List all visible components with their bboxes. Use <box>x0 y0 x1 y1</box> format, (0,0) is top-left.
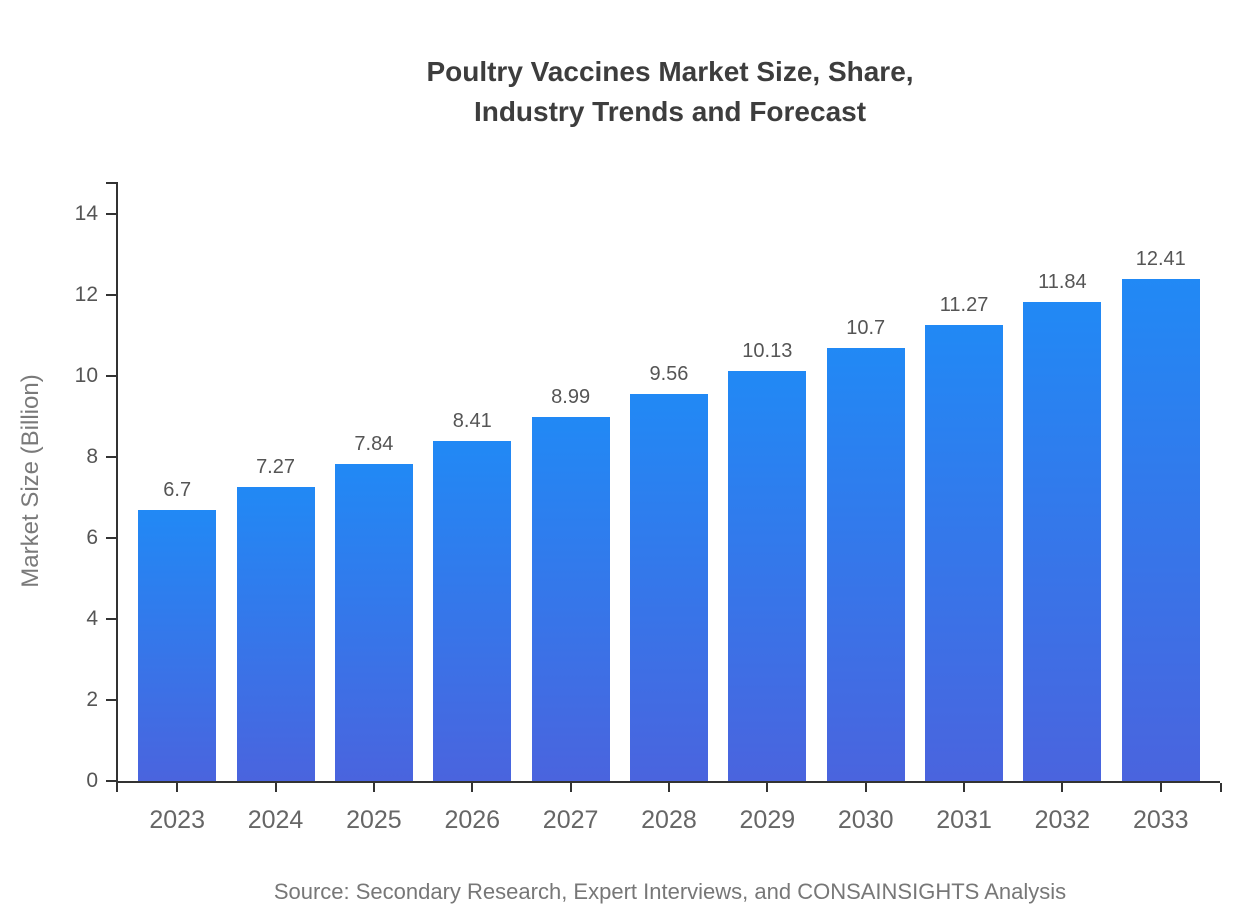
bar-slot: 8.99 2027 <box>521 182 619 834</box>
chart-title: Poultry Vaccines Market Size, Share, Ind… <box>80 52 1260 132</box>
y-tick-mark <box>106 213 116 215</box>
y-tick: 14 <box>75 202 116 226</box>
x-axis-category-label: 2031 <box>936 806 992 834</box>
source-text: Source: Secondary Research, Expert Inter… <box>273 879 1067 904</box>
x-tick-mark <box>274 783 277 792</box>
y-tick-mark <box>106 699 116 701</box>
y-axis-title: Market Size (Billion) <box>17 374 44 588</box>
y-tick: 8 <box>86 445 116 469</box>
bar-slot: 7.84 2025 <box>325 182 423 834</box>
x-axis-category-label: 2025 <box>346 806 402 834</box>
y-tick-label: 10 <box>74 364 98 387</box>
x-tick-mark <box>864 783 867 792</box>
y-tick-label: 8 <box>86 445 98 468</box>
bar <box>1121 279 1200 781</box>
bar-slot: 12.41 2033 <box>1112 182 1210 834</box>
x-axis-category-label: 2028 <box>641 806 697 834</box>
y-tick-mark <box>106 618 116 620</box>
chart-title-line2: Industry Trends and Forecast <box>473 96 867 127</box>
y-tick-mark <box>106 294 116 296</box>
bar-value-label: 12.41 <box>1135 248 1186 270</box>
y-tick-label: 0 <box>86 769 98 792</box>
bar <box>629 394 708 781</box>
bar-slot: 7.27 2024 <box>226 182 324 834</box>
x-tick-mark <box>1159 783 1162 792</box>
x-tick-mark <box>766 783 769 792</box>
x-tick-mark <box>471 783 474 792</box>
bar-value-label: 9.56 <box>649 363 689 385</box>
bar-slot: 9.56 2028 <box>620 182 718 834</box>
y-tick-mark <box>106 456 116 458</box>
y-tick: 4 <box>86 607 116 631</box>
y-tick-mark <box>106 375 116 377</box>
plot-area: 0 2 4 6 8 10 12 14 6.7 2023 7.27 2024 7.84 2025 8.41 2… <box>75 182 1222 834</box>
bar <box>334 464 413 781</box>
bar-value-label: 7.84 <box>354 433 394 455</box>
bar-slot: 10.7 2030 <box>817 182 915 834</box>
x-tick-mark <box>963 783 966 792</box>
x-axis-category-label: 2026 <box>444 806 501 834</box>
bar <box>1023 302 1102 781</box>
y-tick-mark <box>106 780 116 782</box>
bar <box>531 417 610 781</box>
x-tick-mark <box>1061 783 1064 792</box>
x-axis-category-label: 2033 <box>1132 806 1189 834</box>
y-tick-label: 14 <box>74 202 98 225</box>
bars-row: 6.7 2023 7.27 2024 7.84 2025 8.41 2026 8.99 2027 9… <box>118 182 1220 834</box>
bar <box>826 348 905 781</box>
chart-title-line1: Poultry Vaccines Market Size, Share, <box>426 56 914 87</box>
bar-value-label: 10.13 <box>742 340 793 362</box>
x-axis-end-tick <box>1220 783 1222 792</box>
bar-value-label: 11.84 <box>1038 271 1087 293</box>
bar-value-label: 7.27 <box>256 456 295 478</box>
bar-value-label: 10.7 <box>846 317 886 339</box>
y-tick: 12 <box>75 283 116 307</box>
bar-slot: 10.13 2029 <box>718 182 816 834</box>
y-tick-label: 12 <box>74 283 98 306</box>
y-axis-top-cap <box>106 182 116 184</box>
y-tick: 6 <box>86 526 116 550</box>
x-axis-category-label: 2030 <box>837 806 894 834</box>
bar-slot: 6.7 2023 <box>128 182 226 834</box>
y-tick: 10 <box>75 364 116 388</box>
x-tick-mark <box>372 783 375 792</box>
x-tick-mark <box>569 783 572 792</box>
bar <box>433 441 512 781</box>
bar-value-label: 8.41 <box>452 410 492 432</box>
y-tick: 0 <box>86 769 116 793</box>
bar <box>138 510 217 781</box>
bar <box>925 325 1004 781</box>
y-tick-label: 2 <box>86 688 98 711</box>
y-tick-label: 4 <box>86 607 98 630</box>
bar-value-label: 8.99 <box>551 386 591 408</box>
x-axis-category-label: 2029 <box>739 806 796 834</box>
x-axis-start-tick <box>116 783 118 792</box>
x-tick-mark <box>667 783 670 792</box>
y-tick-mark <box>106 537 116 539</box>
x-tick-mark <box>176 783 179 792</box>
bar-slot: 11.27 2031 <box>915 182 1013 834</box>
bar <box>728 371 807 781</box>
y-tick-label: 6 <box>86 526 98 549</box>
bar <box>236 487 315 781</box>
y-tick: 2 <box>86 688 116 712</box>
x-axis-category-label: 2032 <box>1034 806 1091 834</box>
x-axis-category-label: 2027 <box>542 806 599 834</box>
bar-value-label: 11.27 <box>939 294 989 316</box>
x-axis-category-label: 2024 <box>247 806 304 834</box>
x-axis-category-label: 2023 <box>149 806 205 834</box>
bar-slot: 8.41 2026 <box>423 182 521 834</box>
bar-value-label: 6.7 <box>163 479 192 501</box>
bar-slot: 11.84 2032 <box>1013 182 1111 834</box>
